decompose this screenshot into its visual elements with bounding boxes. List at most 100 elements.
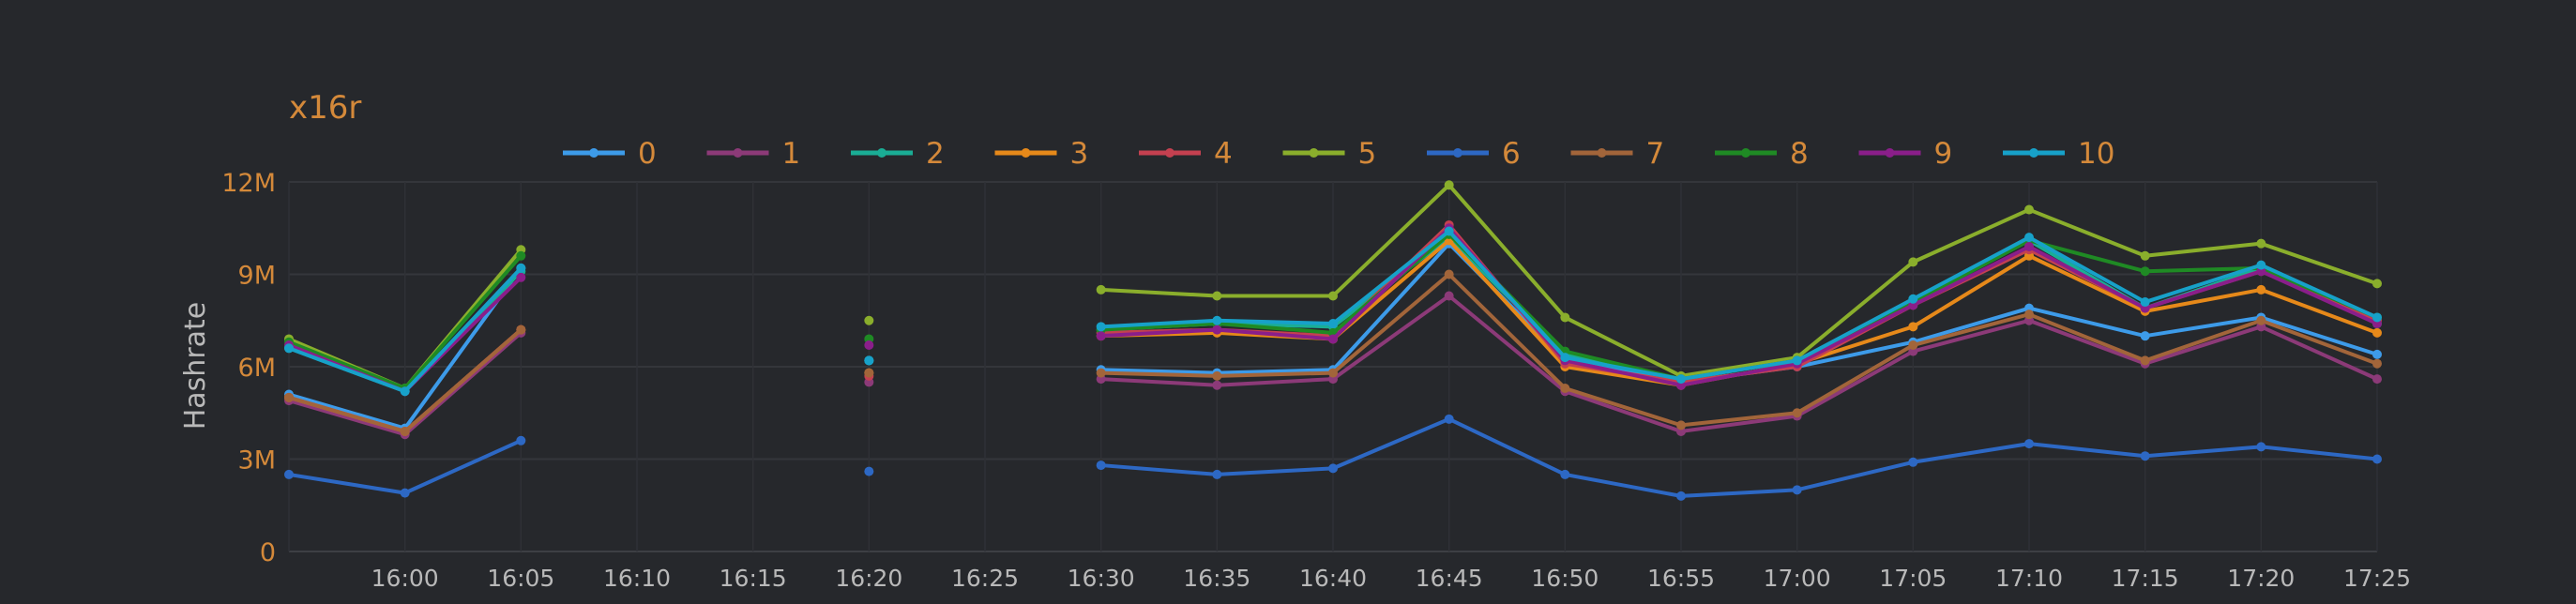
series-line <box>1100 183 2378 378</box>
legend-label: 2 <box>926 137 945 171</box>
legend-label: 6 <box>1502 137 1521 171</box>
series-line <box>1100 226 2378 387</box>
data-point <box>1096 284 1106 294</box>
legend-item-5[interactable]: 5 <box>1282 137 1377 171</box>
x-tick-label: 17:15 <box>2112 565 2179 592</box>
series-line <box>1100 232 2378 382</box>
data-point <box>2024 310 2034 320</box>
data-point <box>516 435 526 445</box>
data-point <box>2256 284 2266 294</box>
legend-item-3[interactable]: 3 <box>994 137 1089 171</box>
data-point <box>1444 414 1454 424</box>
data-point <box>1560 383 1570 393</box>
legend-item-4[interactable]: 4 <box>1139 137 1233 171</box>
data-point <box>1792 485 1802 495</box>
data-point <box>2140 451 2150 461</box>
x-tick-label: 16:25 <box>951 565 1019 592</box>
data-point <box>1676 374 1686 385</box>
data-point <box>2140 250 2150 261</box>
x-tick-label: 16:20 <box>835 565 902 592</box>
data-point <box>1908 340 1918 351</box>
series-line <box>1100 235 2378 382</box>
legend-item-2[interactable]: 2 <box>851 137 945 171</box>
data-point <box>1560 312 1570 323</box>
legend-label: 3 <box>1070 137 1089 171</box>
data-point <box>1444 291 1454 301</box>
legend-label: 1 <box>782 137 801 171</box>
data-point <box>1676 420 1686 430</box>
x-tick-label: 17:20 <box>2227 565 2295 592</box>
data-point <box>400 488 410 498</box>
series-line <box>1100 416 2378 498</box>
legend-swatch-marker <box>2029 148 2038 158</box>
legend-swatch-marker <box>1453 148 1462 158</box>
x-tick-label: 16:45 <box>1416 565 1483 592</box>
legend-swatch-marker <box>1741 148 1750 158</box>
y-tick-label: 3M <box>238 446 276 476</box>
data-point <box>2140 355 2150 366</box>
legend-label: 0 <box>638 137 657 171</box>
data-point <box>2024 204 2034 215</box>
x-tick-label: 17:05 <box>1879 565 1947 592</box>
series-10 <box>284 226 2382 397</box>
x-tick-label: 16:05 <box>487 565 554 592</box>
legend-item-7[interactable]: 7 <box>1570 137 1665 171</box>
data-point <box>1560 353 1570 363</box>
legend-item-9[interactable]: 9 <box>1858 137 1953 171</box>
legend-item-1[interactable]: 1 <box>706 137 801 171</box>
data-point <box>2372 349 2382 359</box>
legend-item-10[interactable]: 10 <box>2003 137 2114 171</box>
data-point <box>1908 322 1918 332</box>
legend-item-6[interactable]: 6 <box>1427 137 1521 171</box>
data-point <box>864 315 874 325</box>
data-point <box>2024 233 2034 243</box>
data-point <box>1676 491 1686 501</box>
legend-item-0[interactable]: 0 <box>563 137 657 171</box>
data-point <box>1792 355 1802 366</box>
data-point <box>1212 291 1222 301</box>
data-point <box>2140 297 2150 308</box>
data-point <box>2256 260 2266 270</box>
x-tick-label: 16:15 <box>720 565 787 592</box>
data-point <box>864 368 874 378</box>
data-point <box>284 392 294 402</box>
data-point <box>1212 325 1222 335</box>
data-point <box>516 325 526 335</box>
x-tick-label: 16:40 <box>1299 565 1367 592</box>
data-point <box>516 250 526 261</box>
legend-label: 9 <box>1934 137 1953 171</box>
series-line <box>1100 238 2378 387</box>
data-point <box>2256 442 2266 452</box>
legend-swatch-marker <box>1021 148 1031 158</box>
chart-title: x16r <box>289 89 361 127</box>
data-point <box>1212 380 1222 390</box>
data-point <box>864 466 874 476</box>
series-line <box>1100 229 2378 382</box>
y-axis-label: Hashrate <box>179 302 212 430</box>
data-point <box>1096 331 1106 341</box>
data-point <box>1908 257 1918 267</box>
legend-swatch-marker <box>877 148 886 158</box>
data-point <box>1328 463 1338 474</box>
legend-item-8[interactable]: 8 <box>1715 137 1809 171</box>
data-point <box>1328 291 1338 301</box>
x-tick-label: 17:25 <box>2343 565 2411 592</box>
legend-swatch-marker <box>733 148 743 158</box>
series-7 <box>284 269 2382 436</box>
data-point <box>2372 454 2382 464</box>
legend-label: 8 <box>1790 137 1809 171</box>
data-point <box>1328 334 1338 344</box>
data-point <box>2372 312 2382 323</box>
data-point <box>516 272 526 282</box>
data-point <box>2372 327 2382 338</box>
legend-swatch-marker <box>1309 148 1319 158</box>
data-point <box>2140 331 2150 341</box>
legend-swatch-marker <box>589 148 599 158</box>
data-point <box>1560 469 1570 479</box>
data-point <box>1908 457 1918 467</box>
x-tick-label: 17:10 <box>1995 565 2063 592</box>
x-tick-label: 17:00 <box>1764 565 1831 592</box>
y-tick-label: 9M <box>238 262 276 291</box>
data-point <box>1792 408 1802 418</box>
